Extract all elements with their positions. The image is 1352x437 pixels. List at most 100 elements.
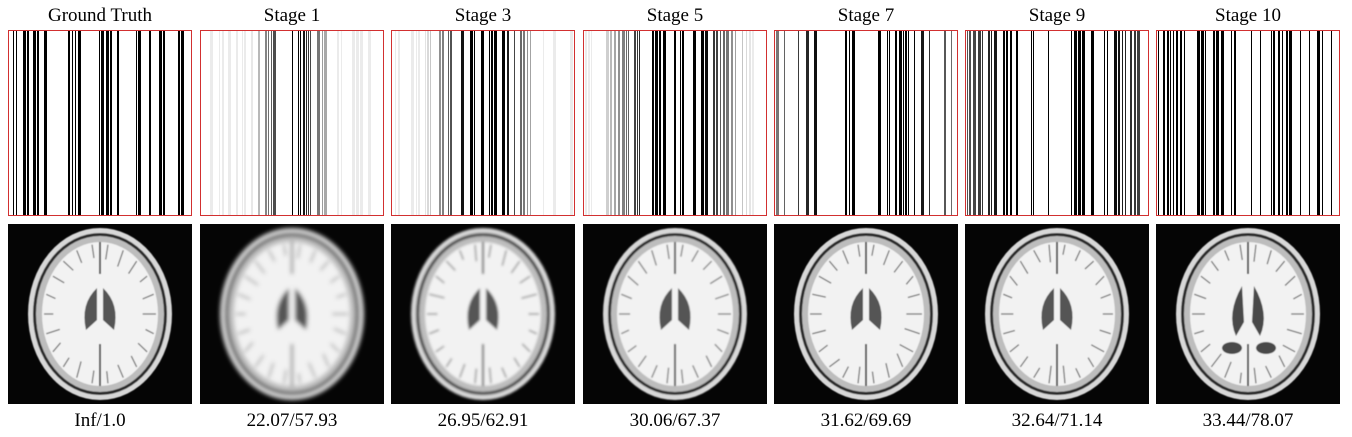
sulcus: [1253, 244, 1257, 262]
sulcus: [1239, 244, 1243, 261]
panel-column: Stage 5 30.06/67.37: [583, 0, 767, 437]
sulcus: [627, 345, 637, 353]
sulcus: [76, 250, 83, 264]
mask-line: [878, 31, 881, 215]
mask-line: [1048, 31, 1049, 215]
left-ventricle: [659, 288, 672, 330]
sulcus: [871, 244, 875, 256]
mask-line: [553, 31, 556, 215]
mask-line: [905, 31, 907, 215]
psnr-ssim-metric: 30.06/67.37: [629, 410, 721, 431]
mask-line: [491, 31, 493, 215]
sulcus: [680, 369, 684, 384]
mask-line: [639, 31, 640, 215]
mask-line: [735, 31, 736, 215]
sulcus: [330, 343, 340, 353]
mask-line: [442, 31, 444, 215]
sulcus: [238, 293, 251, 300]
sulcus: [1282, 344, 1296, 353]
sulcus: [105, 244, 109, 260]
sampling-mask: [1156, 30, 1340, 216]
right-ventricle: [1060, 288, 1073, 330]
mask-line: [1317, 31, 1320, 215]
sulcus: [52, 342, 62, 353]
sulcus: [1062, 244, 1066, 255]
mask-line: [418, 31, 420, 215]
sulcus: [1003, 329, 1016, 335]
mask-line: [303, 31, 305, 215]
mask-line: [1104, 31, 1105, 215]
mask-line: [746, 31, 747, 215]
sulcus: [268, 250, 276, 262]
mask-line: [1213, 31, 1215, 215]
sulcus: [857, 244, 861, 257]
mask-line: [398, 31, 400, 215]
mask-line: [1003, 31, 1005, 215]
mask-line: [106, 31, 109, 215]
sulcus: [882, 250, 890, 266]
panel-column: Stage 1 22.07/57.93: [200, 0, 384, 437]
mask-line: [1031, 31, 1032, 215]
panel-title: Stage 10: [1215, 5, 1281, 26]
sulcus: [842, 366, 850, 378]
reconstructed-mri: [200, 224, 384, 404]
mask-line: [1016, 31, 1018, 215]
mask-line: [742, 31, 743, 215]
sulcus: [238, 328, 251, 335]
sulcus: [637, 355, 647, 368]
mask-line: [317, 31, 320, 215]
sampling-mask: [965, 30, 1149, 216]
sulcus: [907, 293, 920, 299]
mask-line: [1180, 31, 1182, 215]
sulcus: [1075, 367, 1081, 378]
sulcus: [297, 244, 301, 259]
mask-line: [138, 31, 141, 215]
sulcus: [828, 260, 838, 271]
mask-line: [1289, 31, 1292, 215]
mask-line: [610, 31, 612, 215]
left-ventricle: [1041, 288, 1054, 330]
brain-scan-image: [28, 228, 172, 400]
panel-title: Stage 1: [263, 5, 321, 26]
mask-line: [507, 31, 509, 215]
sulcus: [329, 275, 340, 284]
mask-line: [163, 31, 165, 215]
mask-background: [966, 31, 1148, 215]
mask-line: [622, 31, 625, 215]
mask-line: [72, 31, 73, 215]
mask-line: [914, 31, 915, 215]
mask-line: [1273, 31, 1275, 215]
sulcus: [651, 250, 657, 266]
sampling-mask: [8, 30, 192, 216]
mask-line: [1158, 31, 1159, 215]
left-ventricle: [467, 288, 480, 330]
sulcus: [1048, 365, 1052, 384]
sampling-mask: [774, 30, 958, 216]
panel-column: Stage 10 33.44/78.07: [1156, 0, 1340, 437]
sulcus: [52, 275, 65, 284]
sulcus: [1009, 275, 1018, 286]
panel-column: Stage 3 26.95/62.91: [391, 0, 575, 437]
sulcus: [705, 355, 713, 368]
sulcus: [904, 328, 920, 335]
mask-line: [723, 31, 725, 215]
brain-white-matter: [425, 242, 541, 386]
mask-line: [1137, 31, 1140, 215]
sulcus: [308, 362, 316, 378]
mask-line: [33, 31, 36, 215]
sulcus: [717, 328, 729, 335]
mask-line: [219, 31, 220, 215]
mask-line: [68, 31, 70, 215]
mask-line: [474, 31, 475, 215]
sulcus: [488, 244, 492, 258]
sulcus: [319, 260, 330, 271]
mask-line: [994, 31, 997, 215]
sulcus: [333, 328, 346, 335]
sulcus: [429, 329, 440, 335]
panel-title: Stage 5: [646, 5, 704, 26]
mask-line: [944, 31, 946, 215]
mask-line: [988, 31, 990, 215]
mask-line: [1234, 31, 1236, 215]
sulcus: [1100, 293, 1111, 299]
mask-line: [136, 31, 137, 215]
